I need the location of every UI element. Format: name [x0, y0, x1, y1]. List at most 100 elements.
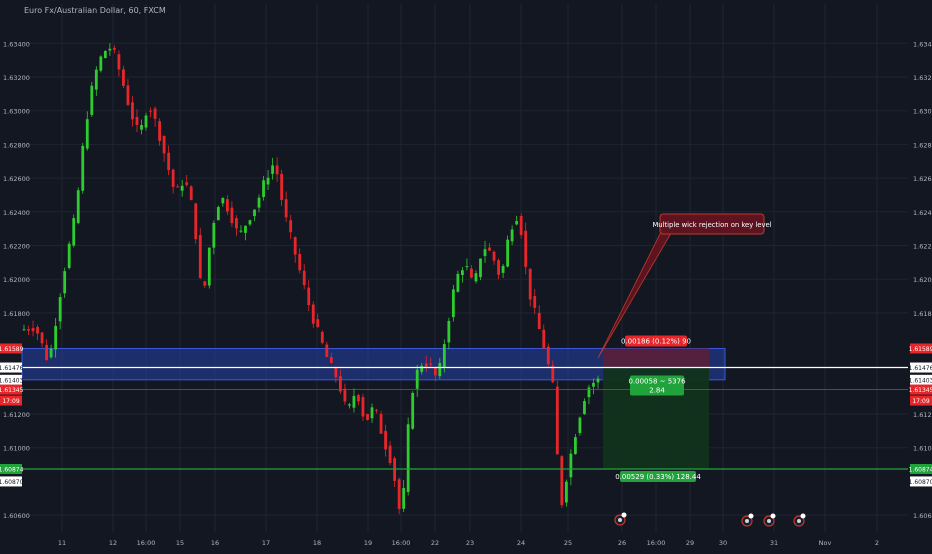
grid [22, 4, 908, 532]
candle-body [338, 376, 342, 392]
event-marker-icon[interactable] [763, 513, 776, 527]
event-marker-icon[interactable] [793, 513, 806, 527]
candle-body [171, 169, 175, 187]
y-tick-label-right: 1.63200 [913, 74, 932, 82]
candle-body [225, 199, 229, 212]
candle-body [388, 445, 392, 464]
level-badge-label: 1.61345 [0, 387, 24, 394]
level-badge-bg [910, 362, 932, 373]
candle [262, 175, 265, 201]
candle [248, 219, 252, 227]
candle-body [501, 265, 505, 273]
y-tick-label-right: 1.63400 [913, 40, 932, 48]
candle [447, 317, 451, 350]
candle [375, 408, 378, 414]
stop-label: 0.00186 (0.12%) 90 [621, 335, 691, 347]
candle [180, 179, 184, 197]
event-marker-badge [748, 513, 754, 519]
x-tick-label: 11 [58, 539, 66, 547]
level-badge-bg [910, 343, 932, 354]
level-badge-bg [910, 476, 932, 487]
candle [379, 410, 383, 434]
candle-body [266, 177, 270, 185]
candle-body [185, 182, 189, 185]
candle [384, 424, 387, 457]
candle-body [58, 297, 62, 322]
candle [40, 331, 44, 348]
candle [257, 194, 261, 213]
y-tick-label-left: 1.61200 [3, 411, 30, 419]
x-tick-label: 23 [466, 539, 474, 547]
candle [483, 240, 487, 263]
candle-body [198, 234, 202, 278]
candle [334, 366, 338, 383]
candle-body [424, 363, 428, 367]
level-badge-right: 17:09 [910, 395, 932, 406]
candle-body [122, 69, 125, 86]
candle-body [406, 424, 410, 492]
candle-body [456, 273, 460, 292]
candle-body [22, 329, 26, 331]
candle-body [212, 222, 216, 248]
candle-body [49, 348, 53, 358]
candle-body [542, 329, 546, 349]
x-tick-label: 12 [109, 539, 117, 547]
candle [36, 324, 39, 341]
candle [361, 393, 365, 421]
candle-body [81, 145, 85, 191]
candle [144, 112, 148, 131]
candle [519, 213, 523, 239]
x-tick-label: 16:00 [647, 539, 666, 547]
candle-body [519, 216, 523, 235]
candle-body [510, 229, 514, 242]
candle [352, 388, 356, 413]
candle-body [587, 387, 591, 398]
candle [289, 214, 293, 240]
level-badge-bg [0, 384, 22, 395]
x-tick-label: 2 [875, 539, 879, 547]
candle-body [524, 230, 528, 267]
candle [171, 168, 175, 194]
candle-body [343, 388, 347, 402]
candle-body [334, 367, 338, 378]
label-box [620, 470, 696, 482]
candle-body [262, 180, 265, 198]
candle [587, 384, 591, 405]
candle [117, 50, 121, 77]
annotation-callout[interactable]: Multiple wick rejection on key level [597, 213, 772, 359]
level-badge-right: 1.60870 [909, 476, 932, 487]
level-badge-right: 1.60874 [909, 463, 932, 474]
candle [298, 248, 302, 274]
level-badge-right: 1.61403 [909, 374, 932, 385]
candle [149, 107, 152, 118]
candle-body [99, 56, 103, 71]
candle [94, 66, 98, 97]
y-tick-label-left: 1.63200 [3, 74, 30, 82]
x-tick-label: Nov [819, 539, 832, 547]
candle [207, 247, 211, 289]
candle-body [293, 237, 297, 255]
level-badge-label: 17:09 [2, 398, 19, 405]
candle-body [298, 253, 302, 271]
candle [302, 264, 306, 290]
level-badge-left: 1.60870 [0, 476, 24, 487]
candle-body [578, 417, 582, 433]
candle [72, 214, 76, 248]
candle-body [149, 110, 152, 112]
candle [510, 225, 514, 246]
candle-body [90, 85, 94, 115]
candle [158, 118, 161, 146]
candle-body [76, 190, 80, 224]
candle [438, 357, 442, 379]
annotation[interactable]: Multiple wick rejection on key level [597, 213, 772, 359]
level-badge-left: 1.61476 [0, 362, 24, 373]
y-tick-label-right: 1.62400 [913, 209, 932, 217]
candle-body [546, 346, 550, 365]
event-marker-icon[interactable] [614, 512, 627, 526]
event-marker-icon[interactable] [741, 513, 754, 527]
event-markers[interactable] [614, 512, 806, 527]
level-badge-label: 1.60870 [909, 479, 932, 486]
